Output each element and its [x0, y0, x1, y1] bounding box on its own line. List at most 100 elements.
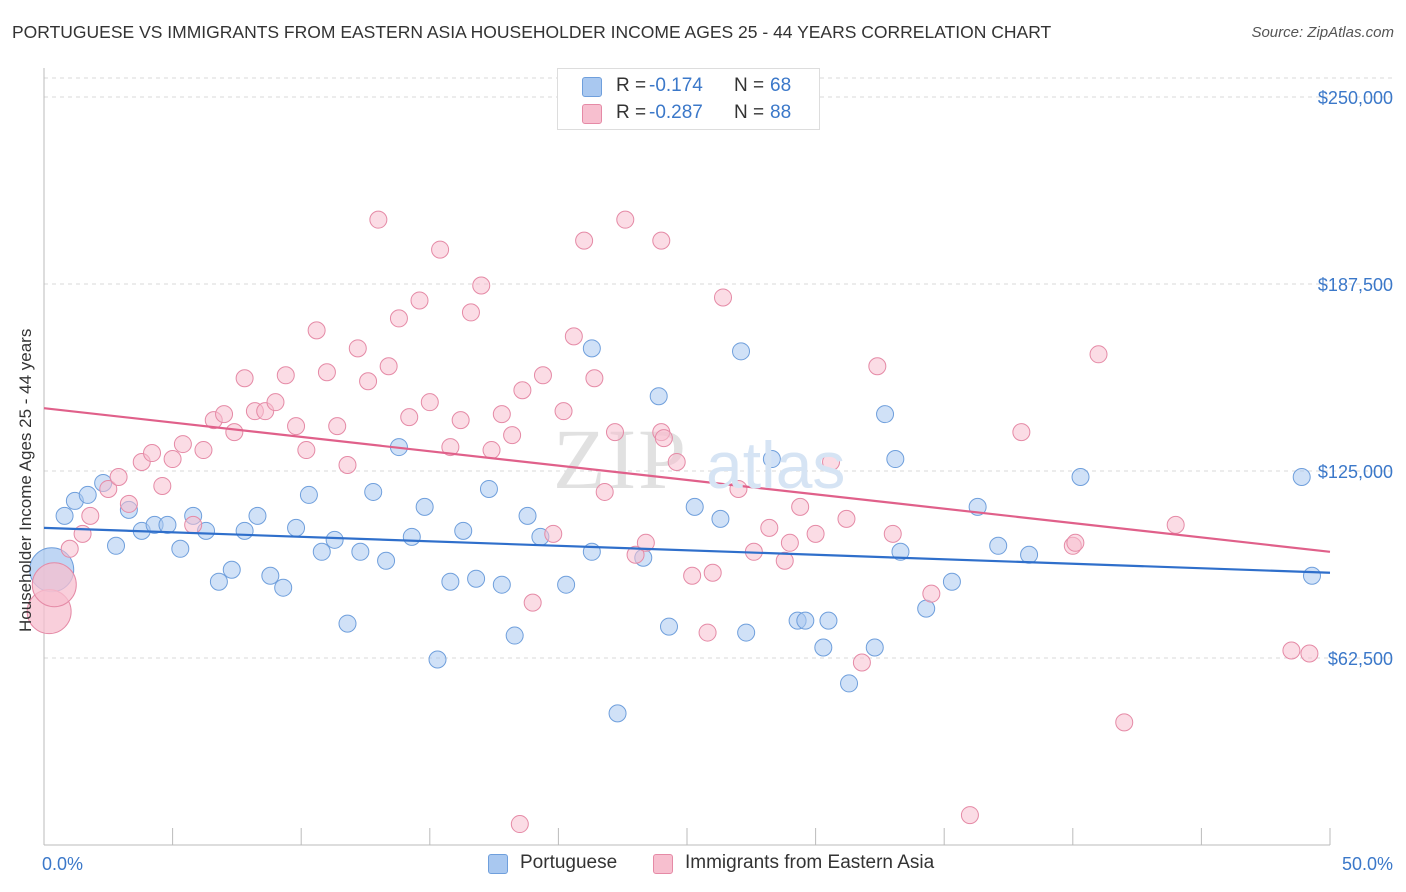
data-point — [55, 506, 74, 525]
data-point — [312, 542, 331, 561]
data-point — [503, 426, 522, 445]
data-point — [222, 560, 241, 579]
data-point — [891, 542, 910, 561]
eastern-asia-swatch — [582, 104, 602, 124]
data-point — [780, 533, 799, 552]
data-point — [626, 545, 645, 564]
data-point — [544, 524, 563, 543]
data-point — [109, 467, 128, 486]
data-point — [1071, 467, 1090, 486]
data-point — [922, 584, 941, 603]
data-point — [886, 450, 905, 469]
data-point — [348, 339, 367, 358]
data-point — [1066, 533, 1085, 552]
data-point — [454, 521, 473, 540]
data-point — [328, 417, 347, 436]
chart-title: PORTUGUESE VS IMMIGRANTS FROM EASTERN AS… — [12, 22, 1052, 42]
data-point — [338, 614, 357, 633]
data-point — [492, 405, 511, 424]
data-point — [533, 366, 552, 385]
data-point — [840, 674, 859, 693]
r-label: R = — [616, 102, 647, 123]
data-point — [960, 806, 979, 825]
data-point — [163, 450, 182, 469]
data-point — [1115, 713, 1134, 732]
data-point — [595, 482, 614, 501]
data-point — [814, 638, 833, 657]
axes — [43, 68, 1331, 846]
data-point — [564, 327, 583, 346]
data-point — [876, 405, 895, 424]
data-point — [248, 506, 267, 525]
data-point — [153, 476, 172, 495]
data-point — [616, 210, 635, 229]
data-point — [441, 572, 460, 591]
data-point — [554, 402, 573, 421]
data-point — [60, 539, 79, 558]
portuguese-swatch — [488, 854, 508, 874]
n-value: 68 — [770, 75, 792, 96]
legend-label: Portuguese — [520, 852, 618, 873]
data-point — [1292, 467, 1311, 486]
data-point — [428, 650, 447, 669]
data-point — [225, 423, 244, 442]
data-point — [158, 515, 177, 534]
data-point — [654, 429, 673, 448]
data-point — [523, 593, 542, 612]
data-point — [431, 240, 450, 259]
data-point — [307, 321, 326, 340]
data-point — [518, 506, 537, 525]
n-value: 88 — [770, 102, 792, 123]
tick-labels: $62,500 $125,000 $187,500 $250,000 0.0% 50.0% — [42, 88, 1393, 874]
data-point — [652, 231, 671, 250]
data-point — [143, 444, 162, 463]
data-point — [1020, 545, 1039, 564]
trend-line-eastern-asia — [43, 407, 1331, 553]
r-value: -0.174 — [649, 75, 703, 96]
r-value: -0.287 — [649, 102, 703, 123]
eastern-asia-swatch — [653, 854, 673, 874]
data-point — [837, 509, 856, 528]
data-point — [575, 231, 594, 250]
x-tick-label-min: 0.0% — [42, 854, 83, 874]
data-point — [235, 369, 254, 388]
data-point — [659, 617, 678, 636]
watermark-atlas: atlas — [706, 428, 845, 502]
data-point — [989, 536, 1008, 555]
data-point — [714, 288, 733, 307]
data-point — [359, 372, 378, 391]
data-point — [737, 623, 756, 642]
data-point — [852, 653, 871, 672]
data-point — [667, 453, 686, 472]
legend-label: Immigrants from Eastern Asia — [685, 852, 935, 873]
data-point — [819, 611, 838, 630]
data-point — [636, 533, 655, 552]
data-point — [287, 417, 306, 436]
data-point — [420, 393, 439, 412]
data-point — [402, 527, 421, 546]
data-point — [698, 623, 717, 642]
data-point — [415, 497, 434, 516]
data-point — [1302, 566, 1321, 585]
y-tick-label: $125,000 — [1318, 462, 1393, 482]
data-point — [369, 210, 388, 229]
data-point — [513, 381, 532, 400]
data-point — [791, 497, 810, 516]
data-point — [942, 572, 961, 591]
data-point — [107, 536, 126, 555]
data-point — [711, 509, 730, 528]
data-point — [266, 393, 285, 412]
data-point — [194, 441, 213, 460]
data-point — [261, 566, 280, 585]
data-point — [685, 497, 704, 516]
data-point — [400, 408, 419, 427]
data-point — [868, 357, 887, 376]
data-point — [703, 563, 722, 582]
data-point — [81, 506, 100, 525]
data-point — [1089, 345, 1108, 364]
data-point — [377, 551, 396, 570]
data-point — [806, 524, 825, 543]
data-point — [585, 369, 604, 388]
data-point — [338, 456, 357, 475]
